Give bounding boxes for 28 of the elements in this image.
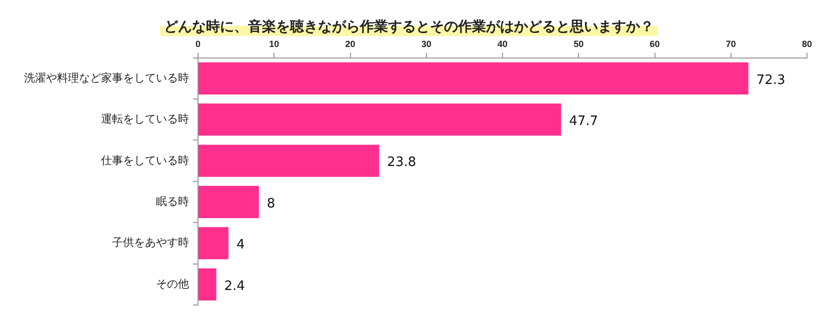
- data-label: 4: [236, 238, 245, 253]
- chart-title: どんな時に、音楽を聴きながら作業するとその作業がはかどると思いますか？: [160, 18, 658, 36]
- x-tick-label: 80: [802, 38, 812, 49]
- data-label: 2.4: [224, 278, 245, 294]
- bar: [198, 104, 562, 136]
- x-tick-label: 60: [650, 38, 660, 49]
- y-tick-label: 仕事をしている時: [101, 154, 189, 167]
- y-tick-label: その他: [156, 278, 189, 290]
- bar: [198, 62, 748, 94]
- x-tick-label: 40: [497, 38, 508, 49]
- x-tick-label: 30: [421, 38, 432, 49]
- bar: [198, 186, 259, 218]
- x-tick-label: 50: [574, 38, 584, 49]
- y-tick-label: 眠る時: [156, 195, 189, 208]
- x-tick-label: 20: [345, 38, 356, 49]
- data-label: 47.7: [569, 114, 598, 129]
- y-tick-label: 洗濯や料理など家事をしている時: [24, 71, 189, 84]
- x-tick-label: 70: [726, 38, 736, 49]
- y-tick-label: 子供をあやす時: [112, 236, 189, 250]
- x-tick-label: 0: [195, 38, 201, 49]
- bar: [198, 227, 228, 260]
- data-label: 72.3: [756, 72, 786, 88]
- bar: [198, 268, 216, 300]
- data-label: 23.8: [387, 155, 416, 170]
- x-tick-label: 10: [269, 38, 280, 49]
- bar: [198, 144, 380, 177]
- data-label: 8: [266, 196, 276, 212]
- y-tick-label: 運転をしている時: [101, 112, 189, 126]
